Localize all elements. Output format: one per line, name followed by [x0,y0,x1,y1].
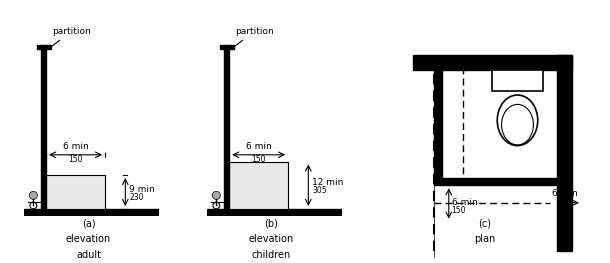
Bar [224,47,229,209]
Text: 6 min: 6 min [63,142,88,151]
Text: 150: 150 [68,155,83,164]
Text: adult: adult [76,250,101,260]
Text: 9 min: 9 min [129,185,155,194]
Circle shape [212,191,220,199]
Bar [41,47,46,209]
Text: 6 min: 6 min [246,142,271,151]
Circle shape [29,191,37,199]
Text: elevation: elevation [66,234,111,244]
Bar [24,209,159,216]
Bar [558,55,572,250]
Text: (a): (a) [82,218,95,228]
Text: (b): (b) [265,218,278,228]
Text: elevation: elevation [249,234,294,244]
Text: 150: 150 [451,206,466,215]
Bar [207,209,342,216]
Text: 150: 150 [251,155,266,164]
Text: 6 min: 6 min [451,198,478,206]
Ellipse shape [497,95,538,146]
Text: 230: 230 [129,193,144,202]
Text: children: children [252,250,291,260]
Text: 305: 305 [312,186,327,195]
Text: plan: plan [475,234,495,244]
Text: partition: partition [48,27,91,49]
Bar [412,55,572,70]
Bar [434,178,558,185]
Text: (c): (c) [478,218,492,228]
Text: 6 min: 6 min [551,189,578,198]
Text: partition: partition [231,27,274,49]
Bar [434,70,442,178]
Bar [220,44,234,49]
Bar [492,70,543,91]
Text: 12 min: 12 min [312,178,344,187]
Bar [227,161,288,209]
Bar [44,175,105,209]
Bar [558,55,572,250]
Text: 150: 150 [558,204,572,213]
Bar [37,44,51,49]
